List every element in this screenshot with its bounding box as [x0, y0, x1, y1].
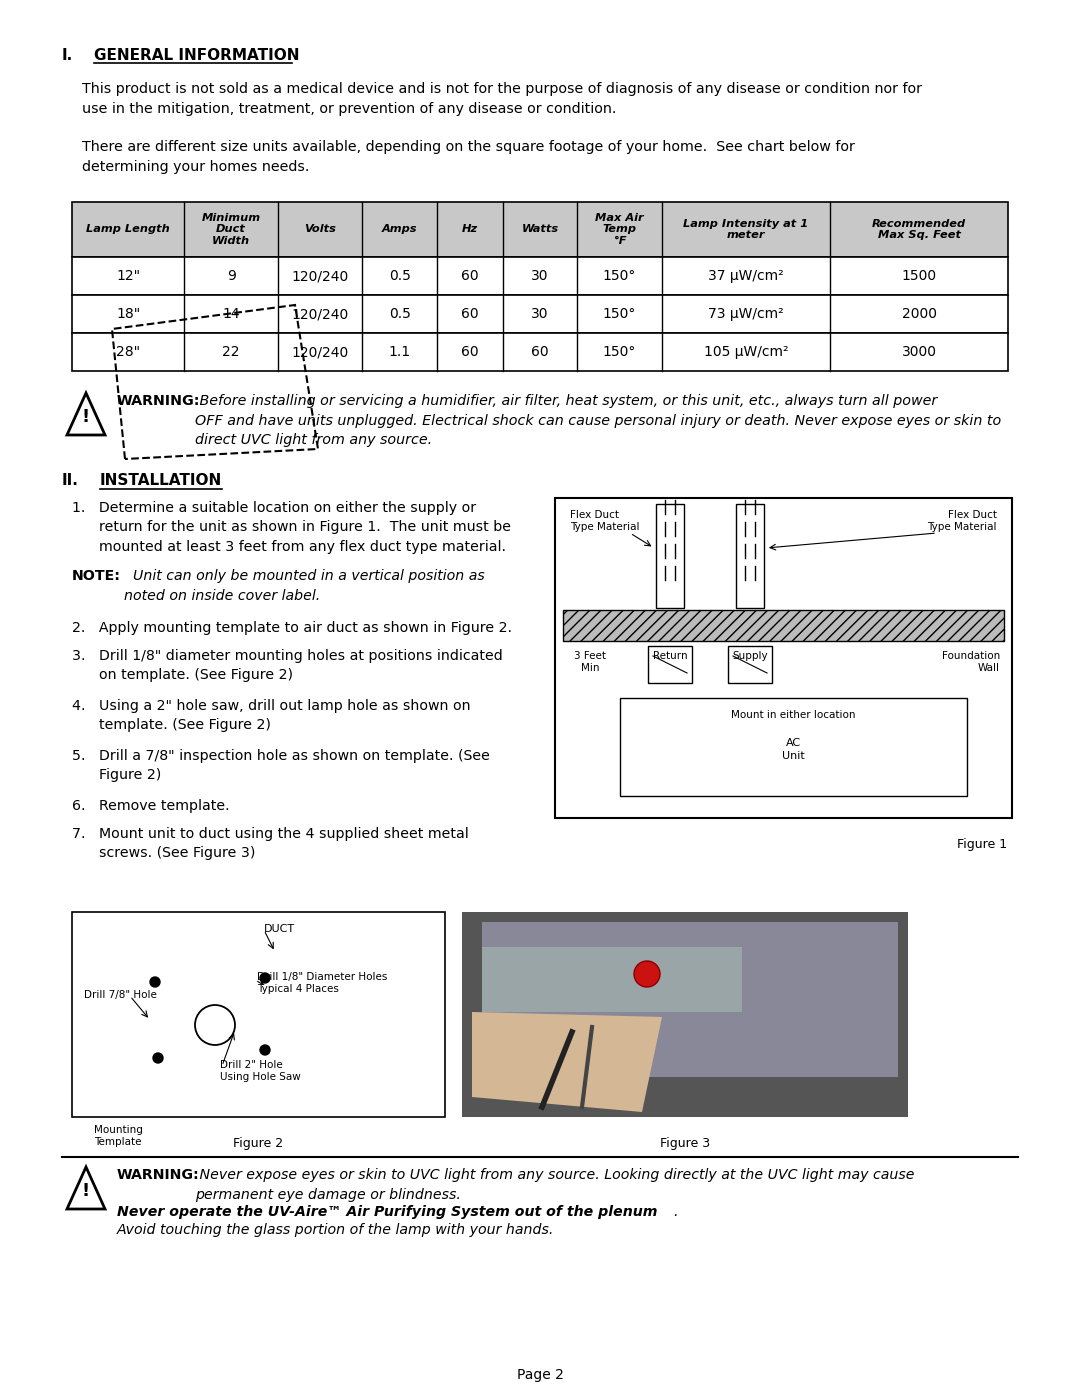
Text: Page 2: Page 2 — [516, 1368, 564, 1382]
Text: 60: 60 — [531, 345, 549, 359]
Text: 2000: 2000 — [902, 307, 936, 321]
Text: 73 μW/cm²: 73 μW/cm² — [708, 307, 784, 321]
Text: Flex Duct
Type Material: Flex Duct Type Material — [570, 510, 639, 532]
Bar — [72, 912, 445, 1118]
Text: Max Air
Temp
°F: Max Air Temp °F — [595, 212, 644, 246]
Text: Volts: Volts — [305, 225, 336, 235]
Text: II.: II. — [62, 474, 79, 488]
Text: 37 μW/cm²: 37 μW/cm² — [708, 270, 784, 284]
Text: Return: Return — [652, 651, 687, 661]
Text: 60: 60 — [461, 307, 478, 321]
Text: Recommended
Max Sq. Feet: Recommended Max Sq. Feet — [872, 219, 967, 240]
Text: Avoid touching the glass portion of the lamp with your hands.: Avoid touching the glass portion of the … — [117, 1222, 554, 1236]
Text: There are different size units available, depending on the square footage of you: There are different size units available… — [82, 140, 855, 175]
Text: Flex Duct
Type Material: Flex Duct Type Material — [928, 510, 997, 532]
Text: 1.   Determine a suitable location on either the supply or
      return for the : 1. Determine a suitable location on eith… — [72, 502, 511, 555]
Polygon shape — [472, 1011, 662, 1112]
Text: 18": 18" — [116, 307, 140, 321]
Circle shape — [260, 1045, 270, 1055]
Text: Unit can only be mounted in a vertical position as
noted on inside cover label.: Unit can only be mounted in a vertical p… — [124, 569, 485, 602]
Bar — [563, 610, 1004, 641]
Text: 9: 9 — [227, 270, 235, 284]
Text: 4.   Using a 2" hole saw, drill out lamp hole as shown on
      template. (See F: 4. Using a 2" hole saw, drill out lamp h… — [72, 698, 471, 732]
Text: GENERAL INFORMATION: GENERAL INFORMATION — [94, 47, 299, 63]
Text: 5.   Drill a 7/8" inspection hole as shown on template. (See
      Figure 2): 5. Drill a 7/8" inspection hole as shown… — [72, 749, 490, 782]
Text: Figure 3: Figure 3 — [660, 1137, 710, 1150]
Text: This product is not sold as a medical device and is not for the purpose of diagn: This product is not sold as a medical de… — [82, 82, 922, 116]
Bar — [72, 295, 1008, 332]
Bar — [555, 497, 1012, 819]
Bar — [482, 922, 897, 1077]
Bar — [482, 947, 742, 1011]
Text: Foundation
Wall: Foundation Wall — [942, 651, 1000, 673]
Text: 150°: 150° — [603, 345, 636, 359]
Text: !: ! — [82, 1182, 90, 1200]
Text: 3000: 3000 — [902, 345, 936, 359]
Text: 105 μW/cm²: 105 μW/cm² — [704, 345, 788, 359]
Text: 1.1: 1.1 — [389, 345, 410, 359]
Text: WARNING:: WARNING: — [117, 394, 201, 408]
Text: Mount in either location: Mount in either location — [731, 710, 855, 719]
Text: Drill 1/8" Diameter Holes
Typical 4 Places: Drill 1/8" Diameter Holes Typical 4 Plac… — [257, 972, 388, 995]
Text: 150°: 150° — [603, 307, 636, 321]
Text: 120/240: 120/240 — [292, 270, 349, 284]
Text: Lamp Intensity at 1
meter: Lamp Intensity at 1 meter — [684, 219, 809, 240]
Text: 60: 60 — [461, 270, 478, 284]
Text: 60: 60 — [461, 345, 478, 359]
Text: 14: 14 — [222, 307, 240, 321]
Text: Figure 1: Figure 1 — [957, 838, 1007, 851]
Text: !: ! — [82, 408, 90, 426]
Text: I.: I. — [62, 47, 73, 63]
Text: 3.   Drill 1/8" diameter mounting holes at positions indicated
      on template: 3. Drill 1/8" diameter mounting holes at… — [72, 650, 503, 683]
Text: 7.   Mount unit to duct using the 4 supplied sheet metal
      screws. (See Figu: 7. Mount unit to duct using the 4 suppli… — [72, 827, 469, 861]
Text: Before installing or servicing a humidifier, air filter, heat system, or this un: Before installing or servicing a humidif… — [195, 394, 1001, 447]
Bar — [620, 698, 967, 796]
Circle shape — [153, 1053, 163, 1063]
Circle shape — [634, 961, 660, 988]
Bar — [462, 912, 908, 1118]
Bar — [72, 257, 1008, 295]
Text: 150°: 150° — [603, 270, 636, 284]
Text: NOTE:: NOTE: — [72, 569, 121, 583]
Text: 120/240: 120/240 — [292, 345, 349, 359]
Bar — [72, 332, 1008, 372]
Circle shape — [150, 977, 160, 988]
Text: Hz: Hz — [462, 225, 477, 235]
Bar — [72, 203, 1008, 257]
Circle shape — [260, 972, 270, 983]
Text: .: . — [673, 1206, 677, 1220]
Text: 0.5: 0.5 — [389, 307, 410, 321]
Text: Supply: Supply — [732, 651, 768, 661]
Text: 3 Feet
Min: 3 Feet Min — [573, 651, 606, 673]
Text: 6.   Remove template.: 6. Remove template. — [72, 799, 230, 813]
Bar — [735, 504, 764, 608]
Bar — [656, 504, 684, 608]
Text: 28": 28" — [116, 345, 140, 359]
Text: 0.5: 0.5 — [389, 270, 410, 284]
Bar — [728, 645, 772, 683]
Text: Figure 2: Figure 2 — [233, 1137, 284, 1150]
Text: AC
Unit: AC Unit — [782, 738, 805, 761]
Text: Watts: Watts — [522, 225, 558, 235]
Text: 22: 22 — [222, 345, 240, 359]
Text: 2.   Apply mounting template to air duct as shown in Figure 2.: 2. Apply mounting template to air duct a… — [72, 622, 512, 636]
Text: Drill 7/8" Hole: Drill 7/8" Hole — [84, 990, 157, 1000]
Text: Amps: Amps — [382, 225, 417, 235]
Text: 1500: 1500 — [902, 270, 936, 284]
Text: Minimum
Duct
Width: Minimum Duct Width — [202, 212, 260, 246]
Text: 12": 12" — [116, 270, 140, 284]
Text: Never operate the UV-Aire™ Air Purifying System out of the plenum: Never operate the UV-Aire™ Air Purifying… — [117, 1206, 658, 1220]
Bar — [648, 645, 692, 683]
Text: Drill 2" Hole
Using Hole Saw: Drill 2" Hole Using Hole Saw — [220, 1060, 300, 1083]
Text: Never expose eyes or skin to UVC light from any source. Looking directly at the : Never expose eyes or skin to UVC light f… — [195, 1168, 915, 1201]
Text: 120/240: 120/240 — [292, 307, 349, 321]
Text: 30: 30 — [531, 307, 549, 321]
Text: DUCT: DUCT — [264, 923, 295, 935]
Text: WARNING:: WARNING: — [117, 1168, 200, 1182]
Text: Mounting
Template: Mounting Template — [94, 1125, 143, 1147]
Text: Lamp Length: Lamp Length — [86, 225, 170, 235]
Text: 30: 30 — [531, 270, 549, 284]
Text: INSTALLATION: INSTALLATION — [100, 474, 222, 488]
